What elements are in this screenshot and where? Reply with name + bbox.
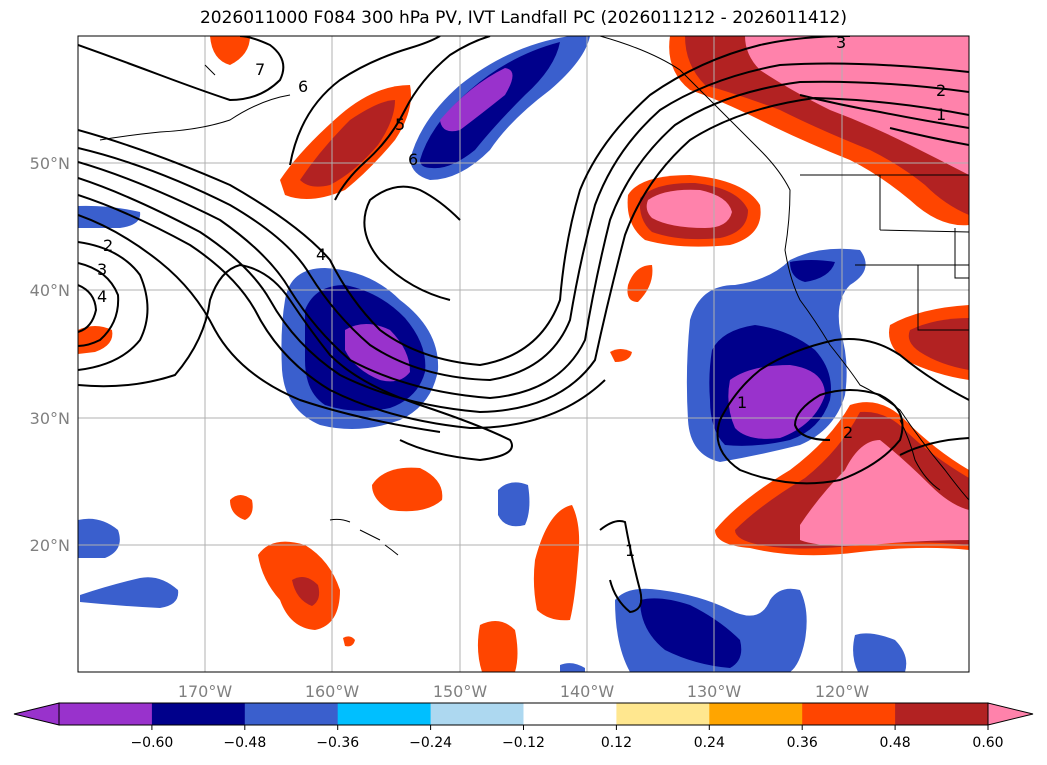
colorbar-cell [151, 703, 246, 725]
contour-label: 2 [103, 236, 113, 255]
gridlines [78, 36, 969, 672]
colorbar-tick-label: −0.12 [502, 735, 545, 751]
colorbar-cell [59, 703, 153, 725]
colorbar-tick-label: −0.36 [316, 735, 359, 751]
colorbar-tick-label: −0.60 [130, 735, 173, 751]
colorbar-extend-low [13, 702, 60, 726]
contour-label: 1 [625, 541, 635, 560]
lon-label: 120°W [815, 682, 870, 701]
lon-labels: 170°W 160°W 150°W 140°W 130°W 120°W [178, 682, 870, 701]
colorbar-tick-label: 0.12 [601, 735, 632, 751]
lon-label: 150°W [433, 682, 488, 701]
colorbar-tick-label: 0.36 [787, 735, 818, 751]
contour-label: 6 [298, 77, 308, 96]
lat-labels: 50°N 40°N 30°N 20°N [30, 154, 70, 555]
pv-contours [78, 36, 969, 614]
colorbar-cell [895, 703, 989, 725]
lon-label: 140°W [560, 682, 615, 701]
lon-label: 170°W [178, 682, 233, 701]
contour-label: 3 [97, 260, 107, 279]
map-title: 2026011000 F084 300 hPa PV, IVT Landfall… [199, 8, 847, 28]
map-panel: 7 6 5 6 4 2 3 4 3 2 1 1 2 1 [78, 33, 969, 672]
lat-label: 50°N [30, 154, 70, 173]
contour-label: 7 [255, 60, 265, 79]
contour-labels: 7 6 5 6 4 2 3 4 3 2 1 1 2 1 [97, 33, 946, 560]
colorbar-cell [709, 703, 803, 725]
lat-label: 20°N [30, 536, 70, 555]
colorbar-ticks: −0.60 −0.48 −0.36 −0.24 −0.12 0.12 0.24 0.36 0.4… [130, 725, 1004, 751]
colorbar-extend-high [987, 702, 1034, 726]
colorbar-cell [523, 703, 617, 725]
lat-label: 40°N [30, 281, 70, 300]
colorbar-cell [244, 703, 339, 725]
contour-label: 4 [316, 245, 326, 264]
colorbar-tick-label: −0.48 [223, 735, 266, 751]
contour-label: 2 [843, 423, 853, 442]
coastlines [99, 36, 969, 556]
lon-label: 130°W [687, 682, 742, 701]
colorbar-tick-label: 0.24 [694, 735, 725, 751]
colorbar-cells [59, 703, 989, 725]
colorbar-cell [616, 703, 710, 725]
contour-label: 1 [737, 393, 747, 412]
colorbar: −0.60 −0.48 −0.36 −0.24 −0.12 0.12 0.24 0.36 0.4… [13, 702, 1034, 751]
contour-label: 2 [936, 81, 946, 100]
contour-label: 1 [936, 105, 946, 124]
negative-shading [78, 36, 907, 672]
map-frame [77, 35, 970, 673]
colorbar-tick-label: −0.24 [409, 735, 452, 751]
contour-label: 4 [97, 287, 107, 306]
contour-label: 3 [836, 33, 846, 52]
colorbar-tick-label: 0.60 [972, 735, 1003, 751]
lat-label: 30°N [30, 409, 70, 428]
colorbar-cell [337, 703, 432, 725]
lon-label: 160°W [305, 682, 360, 701]
colorbar-tick-label: 0.48 [880, 735, 911, 751]
colorbar-cell [802, 703, 896, 725]
contour-label: 6 [408, 150, 418, 169]
colorbar-cell [430, 703, 524, 725]
contour-label: 5 [395, 115, 405, 134]
